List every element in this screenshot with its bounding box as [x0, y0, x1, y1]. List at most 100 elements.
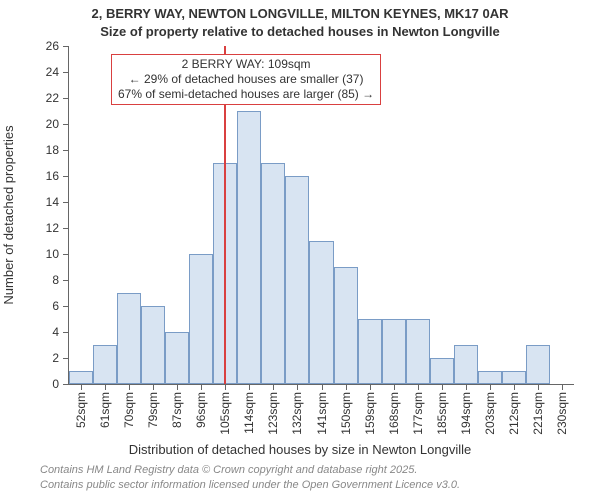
bar [478, 371, 502, 384]
bar [93, 345, 117, 384]
y-tick [63, 124, 69, 125]
x-tick [225, 384, 226, 390]
x-tick-label: 168sqm [387, 392, 401, 435]
callout-line3: 67% of semi-detached houses are larger (… [118, 87, 374, 102]
bar [382, 319, 406, 384]
x-tick-label: 61sqm [98, 392, 112, 428]
y-tick-label: 10 [46, 247, 59, 261]
x-tick-label: 221sqm [531, 392, 545, 435]
bar [285, 176, 309, 384]
x-tick [538, 384, 539, 390]
y-tick [63, 332, 69, 333]
y-tick-label: 6 [52, 299, 59, 313]
footer-line2: Contains public sector information licen… [40, 479, 460, 491]
x-tick-label: 185sqm [435, 392, 449, 435]
x-tick-label: 177sqm [411, 392, 425, 435]
x-tick-label: 70sqm [122, 392, 136, 428]
y-tick-label: 0 [52, 377, 59, 391]
y-tick-label: 24 [46, 65, 59, 79]
y-tick [63, 150, 69, 151]
chart-title-line1: 2, BERRY WAY, NEWTON LONGVILLE, MILTON K… [0, 6, 600, 21]
y-tick-label: 8 [52, 273, 59, 287]
x-tick-label: 230sqm [555, 392, 569, 435]
y-tick-label: 2 [52, 351, 59, 365]
bar [406, 319, 430, 384]
y-axis-label: Number of detached properties [1, 125, 16, 304]
x-tick [201, 384, 202, 390]
bar [141, 306, 165, 384]
x-tick-label: 123sqm [266, 392, 280, 435]
x-tick-label: 203sqm [483, 392, 497, 435]
bar [454, 345, 478, 384]
x-tick [370, 384, 371, 390]
x-tick-label: 194sqm [459, 392, 473, 435]
x-tick [442, 384, 443, 390]
x-tick [490, 384, 491, 390]
footer-line1: Contains HM Land Registry data © Crown c… [40, 464, 417, 476]
bar [502, 371, 526, 384]
x-tick [466, 384, 467, 390]
y-tick-label: 26 [46, 39, 59, 53]
bar [526, 345, 550, 384]
bar [358, 319, 382, 384]
bar [165, 332, 189, 384]
x-tick [322, 384, 323, 390]
y-tick-label: 18 [46, 143, 59, 157]
x-tick-label: 114sqm [242, 392, 256, 434]
y-tick [63, 254, 69, 255]
chart-title-line2: Size of property relative to detached ho… [0, 24, 600, 39]
x-tick [129, 384, 130, 390]
x-tick [418, 384, 419, 390]
y-tick-label: 12 [46, 221, 59, 235]
x-tick [394, 384, 395, 390]
x-tick-label: 105sqm [218, 392, 232, 435]
y-tick [63, 280, 69, 281]
y-tick [63, 176, 69, 177]
y-tick [63, 46, 69, 47]
y-tick [63, 202, 69, 203]
y-tick-label: 16 [46, 169, 59, 183]
x-tick [177, 384, 178, 390]
y-tick-label: 14 [46, 195, 59, 209]
bar [261, 163, 285, 384]
bar [430, 358, 454, 384]
x-tick-label: 150sqm [339, 392, 353, 435]
x-tick-label: 52sqm [74, 392, 88, 428]
bar [117, 293, 141, 384]
y-tick-label: 22 [46, 91, 59, 105]
x-tick-label: 159sqm [363, 392, 377, 435]
callout-line2: ← 29% of detached houses are smaller (37… [118, 72, 374, 87]
x-tick-label: 79sqm [146, 392, 160, 428]
bar [189, 254, 213, 384]
callout-box: 2 BERRY WAY: 109sqm← 29% of detached hou… [111, 54, 381, 105]
callout-line1: 2 BERRY WAY: 109sqm [118, 57, 374, 72]
bar [309, 241, 333, 384]
y-tick [63, 98, 69, 99]
y-tick [63, 358, 69, 359]
x-axis-label: Distribution of detached houses by size … [0, 442, 600, 457]
x-tick [249, 384, 250, 390]
y-tick [63, 228, 69, 229]
y-tick-label: 4 [52, 325, 59, 339]
x-tick [105, 384, 106, 390]
x-tick-label: 96sqm [194, 392, 208, 428]
bar [334, 267, 358, 384]
y-tick [63, 306, 69, 307]
x-tick [514, 384, 515, 390]
x-tick [273, 384, 274, 390]
x-tick [81, 384, 82, 390]
x-tick [153, 384, 154, 390]
x-tick [346, 384, 347, 390]
y-tick [63, 384, 69, 385]
x-tick [562, 384, 563, 390]
plot-area: 0246810121416182022242652sqm61sqm70sqm79… [68, 46, 574, 385]
x-tick-label: 141sqm [315, 392, 329, 435]
x-tick-label: 132sqm [290, 392, 304, 435]
x-tick-label: 212sqm [507, 392, 521, 435]
y-tick [63, 72, 69, 73]
bar [69, 371, 93, 384]
x-tick-label: 87sqm [170, 392, 184, 428]
bar [237, 111, 261, 384]
chart-container: { "title_line1": "2, BERRY WAY, NEWTON L… [0, 0, 600, 500]
x-tick [297, 384, 298, 390]
